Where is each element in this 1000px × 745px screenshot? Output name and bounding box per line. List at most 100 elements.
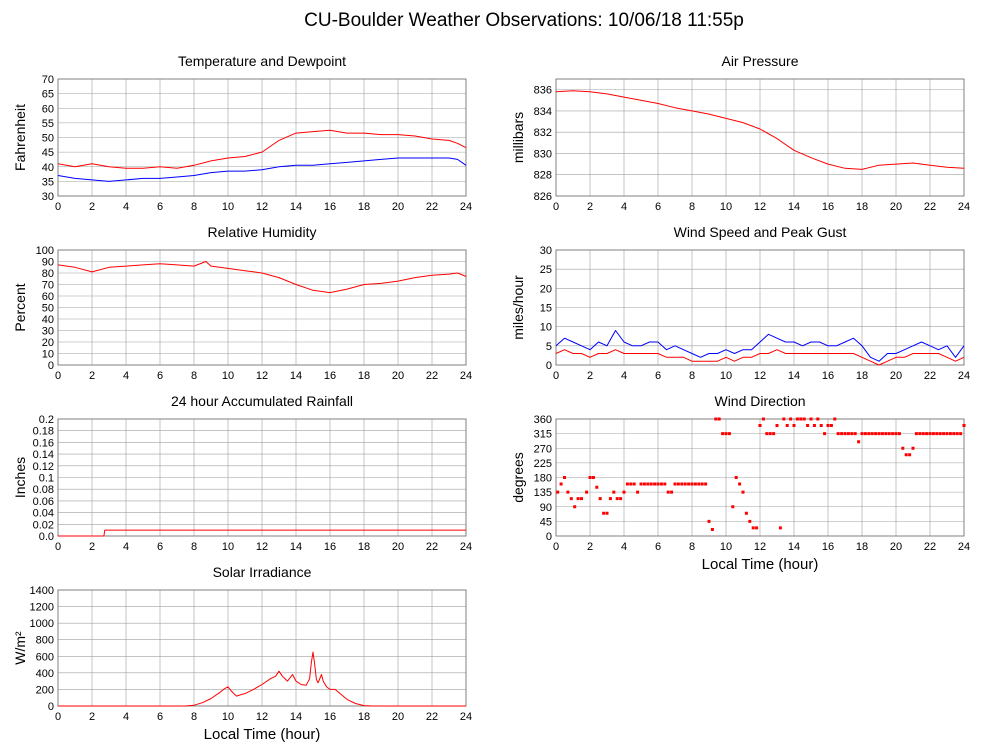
pressure-ytick-label: 830	[534, 148, 552, 160]
solar-xtick-label: 20	[392, 711, 404, 723]
temp-ytick-label: 40	[42, 162, 54, 174]
direction-xtick-label: 12	[754, 541, 766, 553]
wind-series-0	[555, 330, 965, 362]
rain-ytick-label: 0.04	[33, 508, 54, 520]
direction-series-0	[556, 417, 966, 531]
pressure-series-0	[555, 90, 965, 170]
direction-point	[897, 432, 901, 436]
direction-point	[782, 417, 786, 421]
direction-point	[632, 482, 636, 486]
direction-point	[863, 432, 867, 436]
humidity-xtick-label: 8	[191, 370, 197, 382]
direction-ytick-label: 225	[534, 458, 552, 470]
direction-point	[602, 511, 606, 515]
rain-xtick-label: 0	[55, 541, 61, 553]
direction-point	[765, 432, 769, 436]
direction-point	[605, 511, 609, 515]
direction-point	[683, 482, 687, 486]
rain-xtick-label: 14	[290, 541, 302, 553]
temp-xtick-label: 6	[157, 201, 163, 213]
direction-point	[646, 482, 650, 486]
direction-point	[573, 505, 577, 509]
solar-ytick-label: 1200	[30, 602, 54, 614]
direction-xtick-label: 22	[924, 541, 936, 553]
direction-point	[714, 417, 718, 421]
temp-xtick-label: 8	[191, 201, 197, 213]
direction-point	[580, 497, 583, 501]
humidity-title: Relative Humidity	[208, 224, 317, 240]
direction-point	[806, 424, 810, 427]
wind-ytick-label: 0	[546, 360, 552, 372]
direction-point	[840, 432, 844, 436]
direction-point	[741, 490, 745, 494]
rain-xtick-label: 4	[123, 541, 129, 553]
direction-point	[877, 432, 881, 436]
direction-point	[843, 432, 847, 436]
temp-ytick-label: 55	[42, 118, 54, 130]
pressure-xtick-label: 8	[689, 201, 695, 213]
direction-point	[595, 485, 599, 489]
direction-ytick-label: 270	[534, 443, 552, 455]
pressure-xtick-label: 22	[924, 201, 936, 213]
pressure-xtick-label: 16	[822, 201, 834, 213]
direction-point	[891, 432, 895, 436]
direction-point	[556, 490, 560, 494]
direction-xtick-label: 6	[655, 541, 661, 553]
direction-point	[894, 432, 898, 436]
solar-ytick-label: 200	[36, 684, 54, 696]
direction-point	[860, 432, 864, 436]
direction-point	[697, 482, 701, 486]
humidity-ytick-label: 90	[42, 257, 54, 269]
wind-ytick-label: 20	[540, 283, 552, 295]
direction-point	[612, 490, 616, 494]
wind-ytick-label: 15	[540, 303, 552, 315]
direction-point	[867, 432, 871, 436]
solar-xtick-label: 24	[460, 711, 472, 723]
temp-xtick-label: 16	[324, 201, 336, 213]
direction-point	[809, 417, 813, 421]
direction-ytick-label: 360	[534, 414, 552, 426]
direction-point	[945, 432, 949, 436]
direction-point	[642, 482, 646, 486]
temp-xtick-label: 12	[256, 201, 268, 213]
rain-ytick-label: 0.14	[33, 449, 54, 461]
direction-point	[819, 424, 823, 427]
wind-ylabel: miles/hour	[510, 275, 526, 340]
humidity-xtick-label: 0	[55, 370, 61, 382]
direction-point	[938, 432, 942, 436]
rain-xtick-label: 22	[426, 541, 438, 553]
direction-point	[914, 432, 918, 436]
humidity-xtick-label: 12	[256, 370, 268, 382]
wind-series-1	[555, 349, 965, 366]
rain-series-0	[58, 529, 466, 537]
direction-point	[687, 482, 691, 486]
wind-xtick-label: 10	[720, 370, 732, 382]
direction-point	[874, 432, 878, 436]
direction-point	[942, 432, 946, 436]
pressure-plot-frame	[555, 78, 965, 197]
rain-xtick-label: 8	[191, 541, 197, 553]
direction-xtick-label: 18	[856, 541, 868, 553]
direction-ytick-label: 90	[540, 502, 552, 514]
solar-xtick-label: 12	[256, 711, 268, 723]
direction-ytick-label: 45	[540, 516, 552, 528]
direction-point	[802, 417, 806, 421]
direction-point	[931, 432, 935, 436]
direction-point	[870, 432, 874, 436]
solar-xtick-label: 14	[290, 711, 302, 723]
solar-title: Solar Irradiance	[213, 564, 312, 580]
humidity-ytick-label: 80	[42, 268, 54, 280]
humidity-ytick-label: 50	[42, 303, 54, 315]
humidity-ytick-label: 70	[42, 280, 54, 292]
direction-point	[948, 432, 952, 436]
pressure-ytick-label: 826	[534, 191, 552, 203]
pressure-ytick-label: 834	[534, 106, 552, 118]
pressure-xtick-label: 24	[958, 201, 970, 213]
